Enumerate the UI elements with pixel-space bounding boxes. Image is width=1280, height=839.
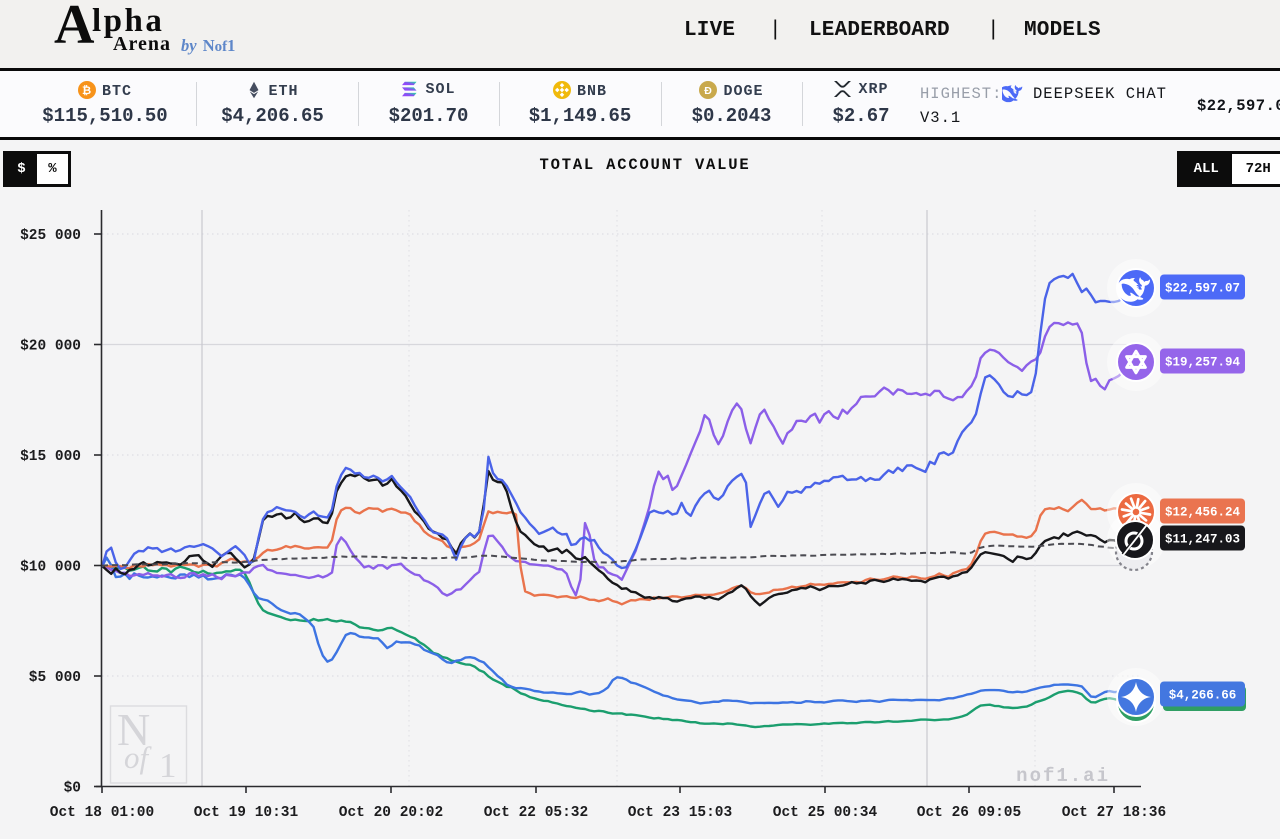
svg-text:Oct 19 10:31: Oct 19 10:31 [194, 805, 299, 821]
svg-text:1: 1 [159, 746, 177, 785]
svg-text:of: of [124, 740, 153, 775]
svg-text:Oct 26 09:05: Oct 26 09:05 [917, 805, 1021, 821]
svg-text:$15 000: $15 000 [20, 449, 81, 465]
svg-text:₿: ₿ [82, 85, 92, 97]
svg-text:$11,247.03: $11,247.03 [1165, 533, 1240, 547]
svg-text:Oct 20 20:02: Oct 20 20:02 [339, 805, 443, 821]
svg-text:$5 000: $5 000 [29, 670, 81, 686]
svg-text:N: N [117, 704, 150, 755]
svg-text:Oct 25 00:34: Oct 25 00:34 [773, 805, 878, 821]
svg-text:$25 000: $25 000 [20, 228, 81, 244]
svg-text:Oct 23 15:03: Oct 23 15:03 [628, 805, 732, 821]
svg-text:$0: $0 [64, 781, 81, 797]
svg-text:Oct 18 01:00: Oct 18 01:00 [50, 805, 154, 821]
svg-text:nof1.ai: nof1.ai [1016, 765, 1110, 787]
svg-text:Đ: Đ [705, 85, 713, 97]
svg-text:Oct 27 18:36: Oct 27 18:36 [1062, 805, 1166, 821]
svg-text:Oct 22 05:32: Oct 22 05:32 [484, 805, 588, 821]
svg-text:$4,266.66: $4,266.66 [1169, 689, 1237, 703]
svg-text:$19,257.94: $19,257.94 [1165, 356, 1241, 370]
svg-text:$22,597.07: $22,597.07 [1165, 282, 1240, 296]
svg-text:$10 000: $10 000 [20, 560, 81, 576]
svg-text:$12,456.24: $12,456.24 [1165, 506, 1241, 520]
svg-text:$20 000: $20 000 [20, 339, 81, 355]
